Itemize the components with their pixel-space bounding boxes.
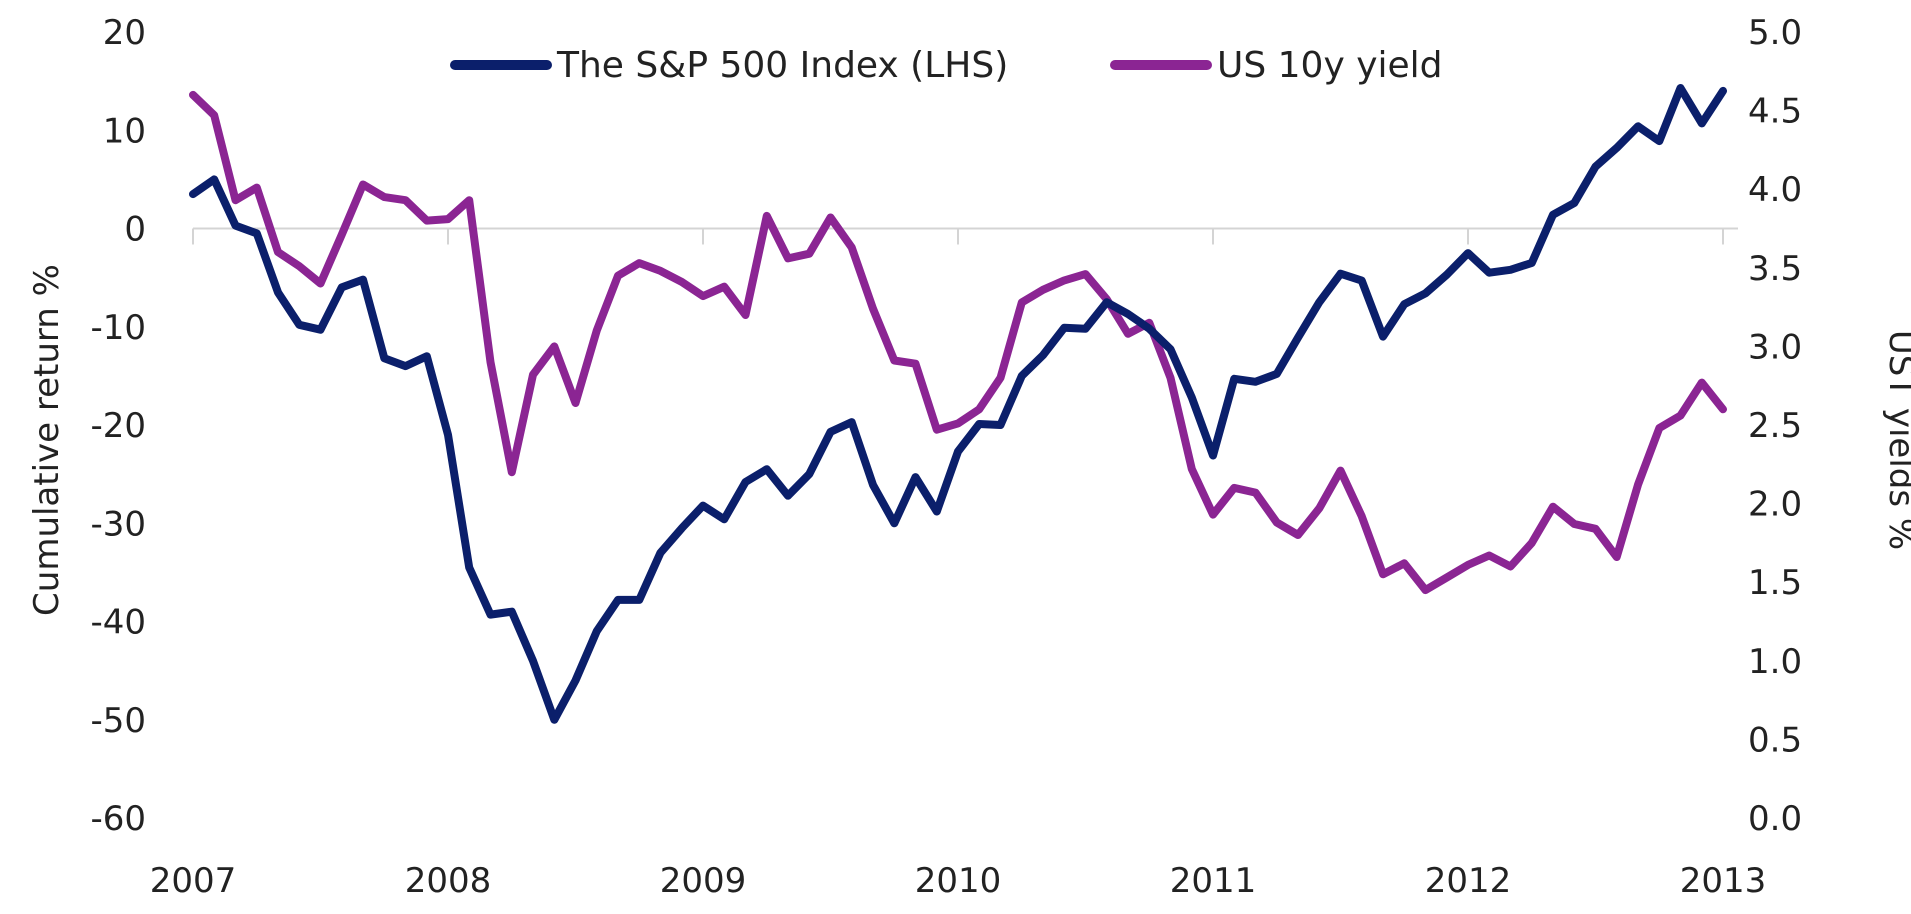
left-tick-label: 10	[103, 111, 146, 151]
x-tick-label: 2008	[405, 861, 492, 901]
right-axis-title: UST yields %	[1881, 330, 1911, 550]
right-tick-label: 5.0	[1748, 13, 1802, 53]
x-tick-label: 2011	[1170, 861, 1257, 901]
legend-label-sp500: The S&P 500 Index (LHS)	[556, 45, 1008, 86]
left-axis-title: Cumulative return %	[27, 264, 67, 616]
right-tick-label: 2.5	[1748, 406, 1802, 446]
right-tick-label: 1.5	[1748, 563, 1802, 603]
left-tick-label: -20	[90, 406, 146, 446]
left-tick-label: 20	[103, 13, 146, 53]
left-tick-label: 0	[124, 210, 146, 250]
series-layer	[189, 84, 1727, 724]
x-tick-label: 2009	[660, 861, 747, 901]
x-tick-label: 2010	[915, 861, 1002, 901]
right-tick-label: 0.0	[1748, 799, 1802, 839]
left-tick-label: -50	[90, 701, 146, 741]
left-axis-ticks: 20 10 0 -10 -20 -30 -40 -50 -60	[90, 13, 146, 839]
x-tick-label: 2012	[1425, 861, 1512, 901]
x-tick-label: 2007	[150, 861, 237, 901]
left-tick-label: -60	[90, 799, 146, 839]
grid-layer	[192, 227, 1738, 245]
left-tick-label: -30	[90, 504, 146, 544]
right-tick-label: 3.5	[1748, 249, 1802, 289]
legend-label-us10y: US 10y yield	[1217, 45, 1443, 86]
right-tick-label: 2.0	[1748, 485, 1802, 525]
left-tick-label: -40	[90, 603, 146, 643]
right-tick-label: 3.0	[1748, 327, 1802, 367]
right-tick-label: 4.5	[1748, 92, 1802, 132]
right-tick-label: 4.0	[1748, 170, 1802, 210]
series-line-us10y	[189, 90, 1727, 595]
right-tick-label: 0.5	[1748, 720, 1802, 760]
right-tick-label: 1.0	[1748, 642, 1802, 682]
left-tick-label: -10	[90, 308, 146, 348]
legend: The S&P 500 Index (LHS) US 10y yield	[450, 45, 1443, 86]
x-axis-ticks: 2007 2008 2009 2010 2011 2012 2013	[150, 861, 1767, 901]
right-axis-ticks: 5.0 4.5 4.0 3.5 3.0 2.5 2.0 1.5 1.0 0.5 0.0	[1748, 13, 1802, 839]
series-line-sp500	[189, 84, 1727, 724]
x-tick-label: 2013	[1680, 861, 1767, 901]
